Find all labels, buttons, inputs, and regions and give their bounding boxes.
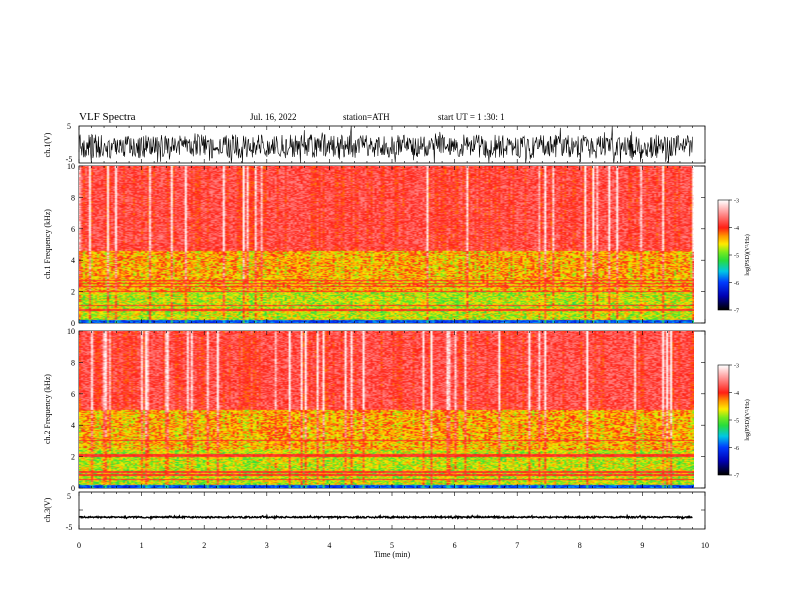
ch2-colorbar-label: log(PSD)(V²/Hz) (744, 399, 751, 440)
chart-title: VLF Spectra (79, 111, 136, 123)
ch1-waveform-line (78, 125, 693, 164)
ch2-spectrogram (79, 331, 694, 488)
date-label: Jul. 16, 2022 (250, 112, 297, 122)
ch1-voltage-tick-neg5: -5 (66, 155, 73, 164)
ch2-frequency-ylabel: ch.2 Frequency (kHz) (43, 374, 52, 444)
ch1-freq-tick-0: 0 (71, 319, 75, 328)
x-tick-label-9: 9 (640, 541, 644, 550)
x-tick-label-8: 8 (578, 541, 582, 550)
ch1-frequency-ylabel: ch.1 Frequency (kHz) (43, 209, 52, 279)
ch1-colorbar-tick--4: -4 (734, 226, 739, 232)
ch2-freq-tick-10: 10 (67, 327, 75, 336)
ch2-freq-tick-2: 2 (71, 453, 75, 462)
ch1-colorbar-tick--5: -5 (734, 254, 739, 260)
ch2-freq-tick-0: 0 (71, 484, 75, 493)
ch1-voltage-tick-5: 5 (67, 122, 71, 131)
x-tick-label-3: 3 (265, 541, 269, 550)
ch3-waveform-frame (78, 491, 706, 530)
ch1-freq-tick-4: 4 (71, 256, 75, 265)
x-tick-label-10: 10 (701, 541, 709, 550)
ch1-colorbar-tick--3: -3 (734, 199, 739, 205)
ch2-colorbar (718, 365, 729, 475)
x-tick-label-7: 7 (515, 541, 519, 550)
ch3-voltage-tick-neg5: -5 (66, 523, 73, 532)
ch1-spectrogram (79, 166, 694, 323)
ch3-voltage-tick-5: 5 (67, 492, 71, 501)
ch2-colorbar-tick--3: -3 (734, 364, 739, 370)
x-axis-title: Time (min) (374, 550, 411, 559)
ch2-freq-tick-8: 8 (71, 358, 75, 367)
x-tick-label-2: 2 (202, 541, 206, 550)
ch1-voltage-ylabel: ch.1(V) (43, 132, 52, 157)
ch1-freq-tick-6: 6 (71, 225, 75, 234)
x-tick-label-5: 5 (390, 541, 394, 550)
x-tick-label-1: 1 (140, 541, 144, 550)
ch3-waveform-line (78, 513, 693, 521)
ch1-colorbar-tick--7: -7 (734, 309, 739, 315)
ch2-colorbar-tick--5: -5 (734, 419, 739, 425)
x-tick-label-0: 0 (77, 541, 81, 550)
ch3-voltage-ylabel: ch.3(V) (43, 497, 52, 522)
ch1-colorbar-label: log(PSD)(V²/Hz) (744, 234, 751, 275)
ch2-colorbar-tick--4: -4 (734, 391, 739, 397)
ch1-freq-tick-2: 2 (71, 288, 75, 297)
ch2-colorbar-tick--6: -6 (734, 446, 739, 452)
ch2-colorbar-tick--7: -7 (734, 474, 739, 480)
x-tick-label-4: 4 (327, 541, 331, 550)
ch1-colorbar-tick--6: -6 (734, 281, 739, 287)
ch1-freq-tick-10: 10 (67, 162, 75, 171)
start-ut-label: start UT = 1 :30: 1 (438, 112, 505, 122)
ch2-freq-tick-4: 4 (71, 421, 75, 430)
ch1-colorbar (718, 200, 729, 310)
x-tick-label-6: 6 (453, 541, 457, 550)
ch2-freq-tick-6: 6 (71, 390, 75, 399)
ch1-freq-tick-8: 8 (71, 193, 75, 202)
station-label: station=ATH (343, 112, 390, 122)
